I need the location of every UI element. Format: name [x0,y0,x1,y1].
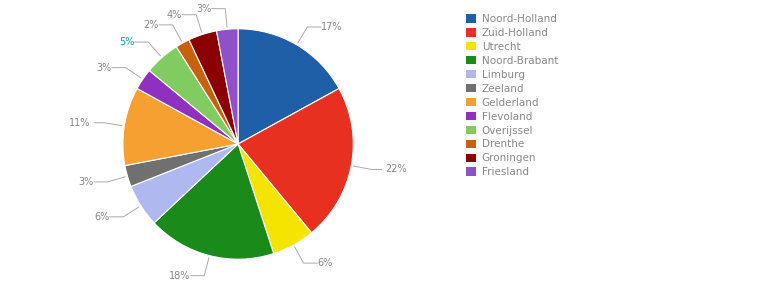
Text: 6%: 6% [317,258,333,268]
Text: 22%: 22% [386,164,407,175]
Text: 11%: 11% [68,118,90,128]
Text: 3%: 3% [97,62,112,73]
Text: 17%: 17% [321,22,343,32]
Text: 18%: 18% [169,271,190,281]
Text: 4%: 4% [167,10,182,20]
Wedge shape [131,144,238,223]
Legend: Noord-Holland, Zuid-Holland, Utrecht, Noord-Brabant, Limburg, Zeeland, Gelderlan: Noord-Holland, Zuid-Holland, Utrecht, No… [466,14,558,177]
Wedge shape [137,71,238,144]
Wedge shape [125,144,238,186]
Wedge shape [123,88,238,166]
Wedge shape [177,40,238,144]
Wedge shape [217,29,238,144]
Text: 3%: 3% [196,4,211,14]
Wedge shape [154,144,273,259]
Wedge shape [149,47,238,144]
Wedge shape [189,31,238,144]
Wedge shape [238,29,339,144]
Wedge shape [238,88,353,233]
Text: 2%: 2% [144,20,159,30]
Wedge shape [238,144,312,253]
Text: 6%: 6% [94,212,110,222]
Text: 5%: 5% [119,37,134,47]
Text: 3%: 3% [78,177,94,187]
